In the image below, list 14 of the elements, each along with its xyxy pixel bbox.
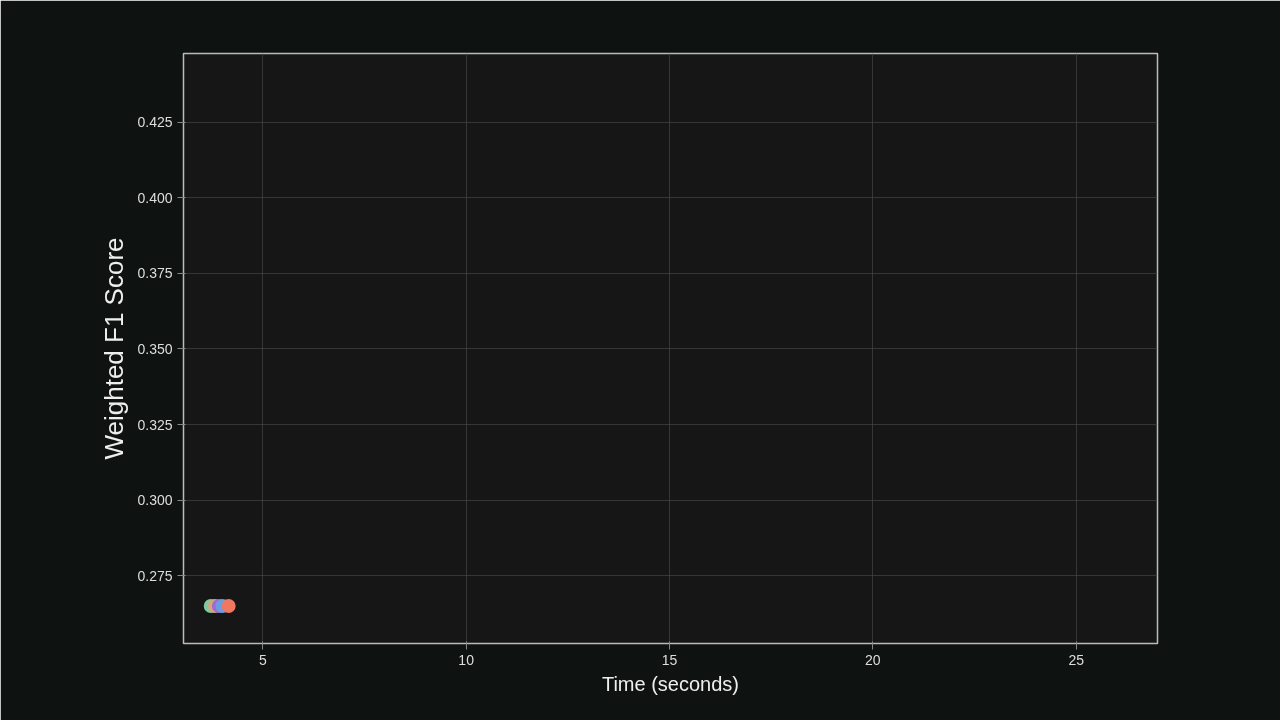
x-tick-label: 10 (458, 651, 475, 668)
y-tick-label: 0.325 (137, 416, 173, 433)
y-tick-label: 0.350 (137, 340, 173, 357)
y-tick-label: 0.425 (137, 114, 173, 131)
x-axis-title: Time (seconds) (601, 672, 740, 695)
y-tick-label: 0.375 (137, 265, 173, 282)
x-tick-label: 20 (865, 651, 881, 668)
y-axis-title: Weighted F1 Score (99, 237, 130, 460)
x-tick-label: 5 (258, 651, 267, 668)
y-tick-label: 0.300 (137, 492, 173, 509)
x-tick-label: 15 (661, 651, 678, 668)
x-tick-label: 25 (1068, 651, 1085, 668)
y-tick-label: 0.275 (137, 567, 173, 584)
y-tick-label: 0.400 (137, 189, 173, 206)
